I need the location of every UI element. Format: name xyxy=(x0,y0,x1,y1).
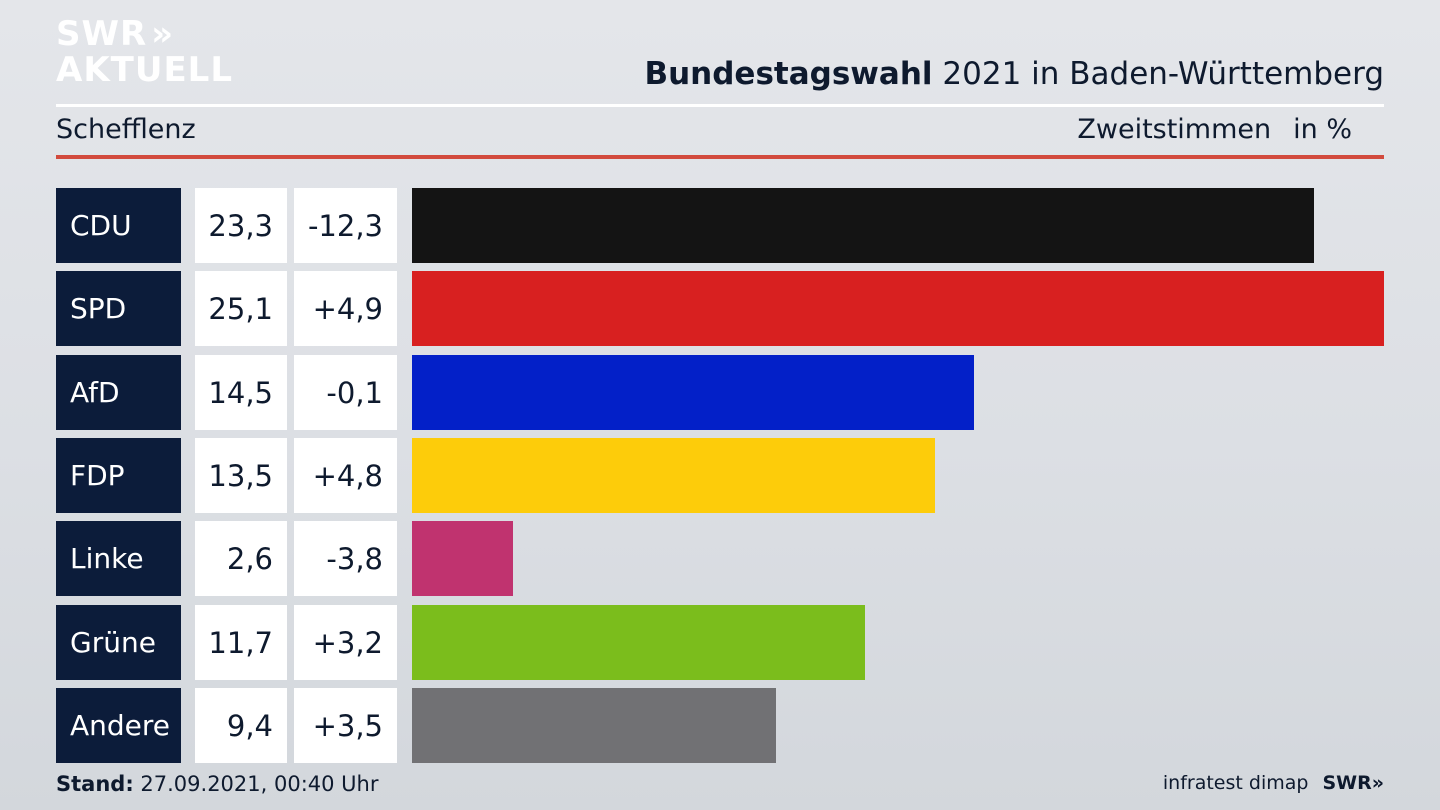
vote-share-label: 2,6 xyxy=(195,521,287,596)
measure-name: Zweitstimmen xyxy=(1077,114,1272,145)
change-label: +3,5 xyxy=(294,688,397,763)
vote-share-label: 13,5 xyxy=(195,438,287,513)
header-divider xyxy=(56,104,1384,107)
bar-row: CDU 23,3 -12,3 xyxy=(0,188,1440,263)
bar xyxy=(412,188,1314,263)
party-label: CDU xyxy=(56,188,181,263)
location-label: Schefflenz xyxy=(56,114,196,145)
change-label: -3,8 xyxy=(294,521,397,596)
bar xyxy=(412,438,935,513)
source-label: infratest dimap xyxy=(1162,772,1309,794)
change-label: +4,9 xyxy=(294,271,397,346)
bar-row: Grüne 11,7 +3,2 xyxy=(0,605,1440,680)
bar xyxy=(412,521,513,596)
logo-swr-text: SWR xyxy=(56,14,148,54)
change-label: -0,1 xyxy=(294,355,397,430)
bar-row: Linke 2,6 -3,8 xyxy=(0,521,1440,596)
party-label: Andere xyxy=(56,688,181,763)
bar xyxy=(412,605,865,680)
vote-share-label: 23,3 xyxy=(195,188,287,263)
swr-aktuell-logo: SWR » AKTUELL xyxy=(56,16,233,88)
timestamp-value: 27.09.2021, 00:40 Uhr xyxy=(133,772,379,796)
party-label: AfD xyxy=(56,355,181,430)
accent-divider xyxy=(56,155,1384,159)
vote-share-label: 14,5 xyxy=(195,355,287,430)
brand-chevron-icon: » xyxy=(1371,772,1384,794)
vote-share-label: 11,7 xyxy=(195,605,287,680)
bar xyxy=(412,271,1384,346)
chart-title-rest: 2021 in Baden-Württemberg xyxy=(932,56,1384,92)
bar xyxy=(412,355,974,430)
chart-title-bold: Bundestagswahl xyxy=(644,56,933,92)
unit-label: in % xyxy=(1293,114,1352,145)
party-label: Linke xyxy=(56,521,181,596)
vote-share-label: 25,1 xyxy=(195,271,287,346)
source-credit: infratest dimap SWR» xyxy=(1163,772,1384,794)
party-label: SPD xyxy=(56,271,181,346)
swr-brand-logo: SWR» xyxy=(1322,772,1384,794)
timestamp-label: Stand: xyxy=(56,772,134,796)
vote-share-label: 9,4 xyxy=(195,688,287,763)
timestamp: Stand: 27.09.2021, 00:40 Uhr xyxy=(56,772,379,796)
change-label: +4,8 xyxy=(294,438,397,513)
party-label: FDP xyxy=(56,438,181,513)
bar xyxy=(412,688,776,763)
chart-title: Bundestagswahl 2021 in Baden-Württemberg xyxy=(644,56,1384,92)
bar-row: FDP 13,5 +4,8 xyxy=(0,438,1440,513)
change-label: -12,3 xyxy=(294,188,397,263)
logo-chevron-icon: » xyxy=(151,14,175,54)
bar-row: Andere 9,4 +3,5 xyxy=(0,688,1440,763)
bar-row: AfD 14,5 -0,1 xyxy=(0,355,1440,430)
measure-label: Zweitstimmen in % xyxy=(1077,114,1352,145)
logo-aktuell-text: AKTUELL xyxy=(56,50,234,90)
brand-text: SWR xyxy=(1322,772,1372,794)
change-label: +3,2 xyxy=(294,605,397,680)
bar-row: SPD 25,1 +4,9 xyxy=(0,271,1440,346)
party-label: Grüne xyxy=(56,605,181,680)
